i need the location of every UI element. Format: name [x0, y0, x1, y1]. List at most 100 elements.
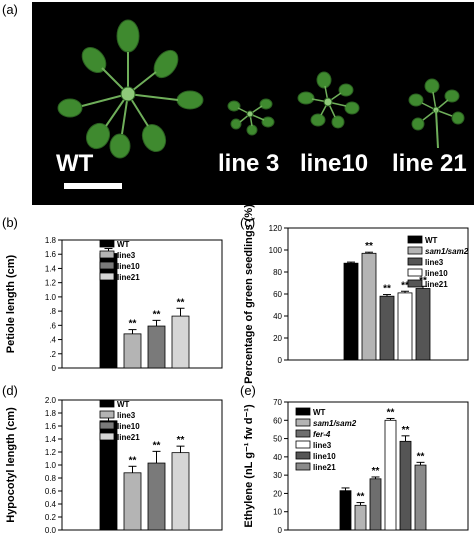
y-tick-label-d: 0.0: [45, 526, 57, 535]
significance-mark-d-1: **: [129, 455, 137, 466]
panel-label-b: (b): [2, 215, 18, 230]
legend-label-b-2: line10: [117, 262, 140, 271]
y-tick-label-b: .2: [49, 350, 56, 359]
legend-label-e-1: sam1/sam2: [313, 419, 357, 428]
legend-swatch-e-2: [295, 429, 311, 438]
plant-photo: WT line 3 line10 line 21: [32, 2, 474, 205]
y-tick-label-b: 1.8: [45, 236, 57, 245]
significance-mark-c-4: **: [419, 275, 427, 286]
significance-mark-e-1: **: [357, 492, 365, 503]
legend-label-c-1: sam1/sam2: [425, 247, 469, 256]
legend-swatch-b-0: [99, 239, 115, 248]
scale-bar: [64, 183, 122, 189]
y-axis-label-c: Percentage of green seedlings (%): [243, 204, 255, 384]
plot-frame-d: [61, 399, 223, 531]
legend-label-d-1: line3: [117, 411, 136, 420]
legend-label-b-0: WT: [117, 240, 130, 249]
legend-swatch-e-4: [295, 451, 311, 460]
legend-swatch-d-2: [99, 421, 115, 430]
significance-mark-b-1: **: [129, 319, 137, 330]
legend-label-b-3: line21: [117, 273, 140, 282]
legend-swatch-c-2: [407, 257, 423, 266]
legend-label-e-3: line3: [313, 441, 332, 450]
bar-e-0: [339, 490, 352, 531]
plot-frame-b: [61, 239, 223, 369]
significance-mark-e-2: **: [372, 466, 380, 477]
legend-label-e-2: fer-4: [313, 430, 331, 439]
y-tick-label-c: 40: [273, 312, 282, 321]
y-tick-label-c: 0: [278, 356, 283, 365]
y-tick-label-b: 1.4: [45, 264, 57, 273]
legend-label-e-0: WT: [313, 408, 326, 417]
y-tick-label-e: 0: [278, 526, 283, 535]
legend-swatch-c-0: [407, 235, 423, 244]
legend-label-e-4: line10: [313, 452, 336, 461]
bar-c-4: [415, 288, 431, 361]
bar-e-3: [384, 419, 397, 531]
y-tick-label-d: 1.0: [45, 461, 57, 470]
y-tick-label-d: 0.6: [45, 487, 57, 496]
y-tick-label-d: 0.2: [45, 513, 57, 522]
legend-label-d-0: WT: [117, 400, 130, 409]
bar-e-1: [354, 504, 367, 531]
y-tick-label-b: .4: [49, 336, 56, 345]
bar-d-1: [123, 472, 142, 531]
legend-swatch-c-1: [407, 246, 423, 255]
bar-c-1: [361, 252, 377, 361]
plant-label-line21: line 21: [392, 150, 467, 177]
legend-label-c-4: line21: [425, 280, 448, 289]
y-axis-label-e: Ethylene (nL g⁻¹ fw d⁻¹): [243, 404, 255, 528]
bar-b-1: [123, 333, 142, 369]
legend-swatch-d-0: [99, 399, 115, 408]
y-tick-label-d: 2.0: [45, 396, 57, 405]
legend-swatch-d-3: [99, 432, 115, 441]
y-tick-label-d: 0.4: [45, 500, 57, 509]
y-tick-label-c: 60: [273, 290, 282, 299]
legend-swatch-d-1: [99, 410, 115, 419]
bar-c-0: [343, 262, 359, 361]
y-tick-label-c: 120: [269, 224, 283, 233]
y-tick-label-e: 20: [273, 489, 282, 498]
y-tick-label-d: 1.2: [45, 448, 57, 457]
plant-photo-drawing: [57, 19, 465, 159]
legend-label-e-5: line21: [313, 463, 336, 472]
chart-c: 0 20 40 60 80 100 120 Percentage of green seedl…: [243, 204, 469, 384]
significance-mark-c-3: **: [401, 280, 409, 291]
panel-label-d: (d): [2, 383, 18, 398]
panel-label-e: (e): [240, 383, 256, 398]
y-tick-label-b: 1.6: [45, 250, 57, 259]
y-tick-label-c: 20: [273, 334, 282, 343]
chart-b: 0 .2 .4 .6 .8 1.0 1.2 1.4 1.6 1.8 Petiole length (…: [5, 236, 223, 373]
plant-label-line10: line10: [300, 150, 369, 177]
y-tick-label-e: 50: [273, 435, 282, 444]
significance-mark-b-3: **: [177, 297, 185, 308]
panel-label-c: (c): [240, 215, 256, 230]
significance-mark-d-3: **: [177, 435, 185, 446]
y-tick-label-e: 70: [273, 398, 282, 407]
legend-swatch-e-1: [295, 418, 311, 427]
bar-d-2: [147, 462, 166, 531]
significance-mark-d-2: **: [153, 440, 161, 451]
y-tick-label-e: 10: [273, 508, 282, 517]
y-tick-label-d: 0.8: [45, 474, 57, 483]
y-tick-label-b: 1.2: [45, 279, 57, 288]
significance-mark-c-1: **: [365, 241, 373, 252]
bar-b-0: [99, 253, 118, 369]
legend-swatch-b-2: [99, 261, 115, 270]
legend-label-b-1: line3: [117, 251, 136, 260]
chart-d: 0.0 0.2 0.4 0.6 0.8 1.0 1.2 1.4 1.6 1.8 2.0 Hypocot…: [5, 396, 223, 535]
y-axis-label-d: Hypocotyl length (cm): [5, 407, 17, 523]
legend-swatch-b-1: [99, 250, 115, 259]
y-tick-label-b: .8: [49, 307, 56, 316]
significance-mark-e-5: **: [417, 451, 425, 462]
bar-b-2: [147, 325, 166, 369]
legend-swatch-e-0: [295, 407, 311, 416]
legend-swatch-e-5: [295, 462, 311, 471]
line3-rosette: [227, 98, 275, 136]
significance-mark-c-2: **: [383, 284, 391, 295]
legend-label-d-3: line21: [117, 433, 140, 442]
bar-b-3: [171, 315, 190, 369]
panel-label-a: (a): [2, 2, 18, 17]
line21-rosette: [408, 78, 465, 149]
y-tick-label-e: 30: [273, 471, 282, 480]
